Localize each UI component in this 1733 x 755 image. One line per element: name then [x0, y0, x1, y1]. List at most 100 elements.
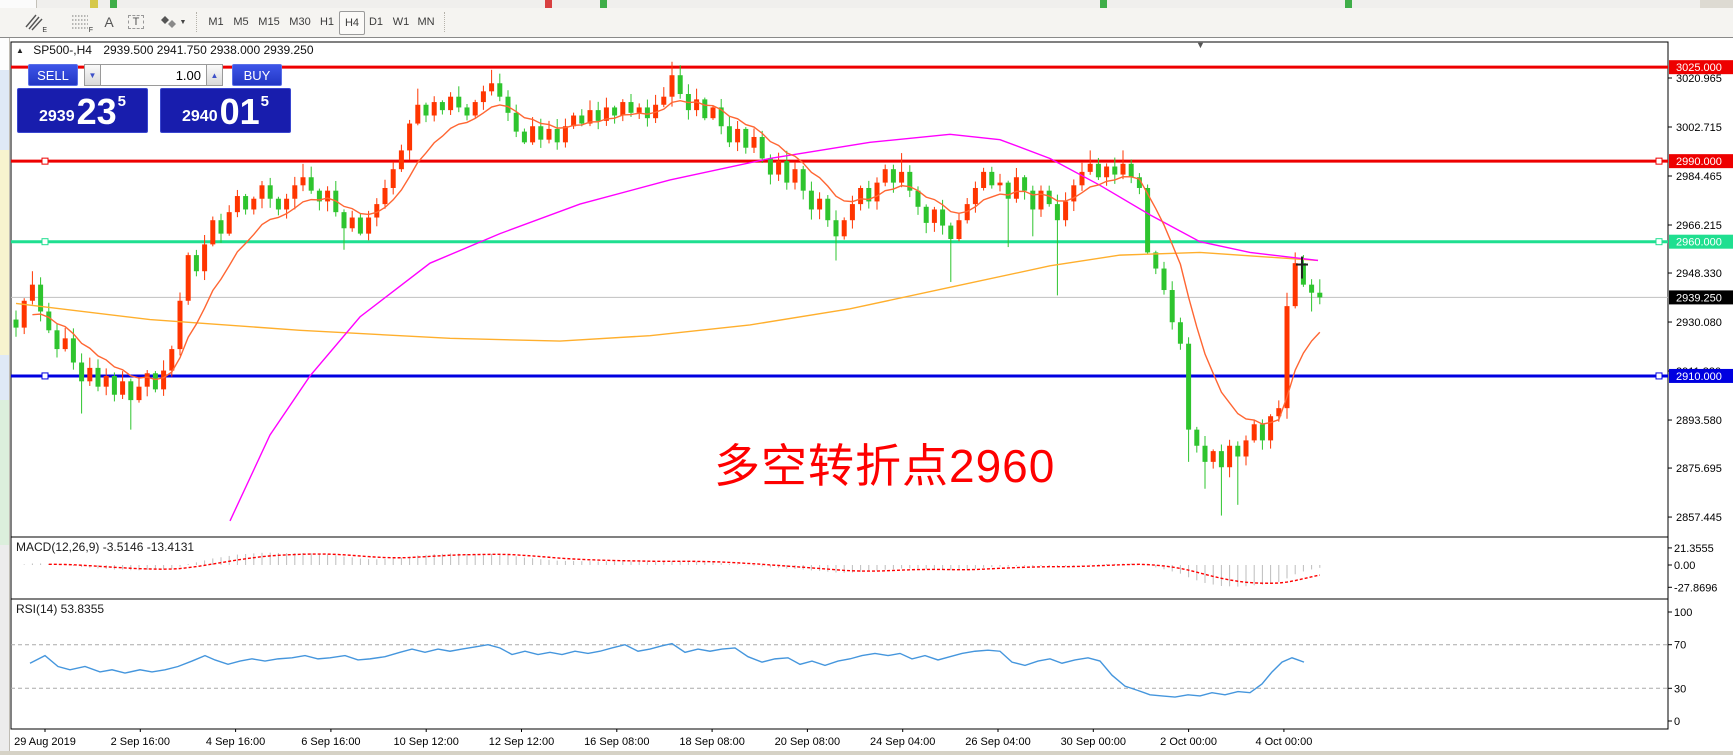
candle: [718, 107, 724, 127]
timeframe-button-m5[interactable]: M5: [233, 16, 249, 28]
text-label-icon[interactable]: A: [104, 14, 114, 30]
candle: [185, 255, 191, 301]
collapse-icon[interactable]: ▲: [16, 46, 24, 55]
candle: [62, 338, 68, 350]
candle: [210, 220, 216, 245]
candle: [407, 123, 413, 151]
textbox-icon[interactable]: T: [126, 11, 146, 33]
candle: [1276, 408, 1282, 417]
candle: [1104, 166, 1110, 178]
tool-letter-e: E: [42, 27, 47, 34]
candle: [874, 182, 880, 202]
candle: [177, 300, 183, 350]
spin-up-icon: ▲: [210, 70, 219, 80]
candle: [1095, 163, 1101, 178]
timeframe-button-h1[interactable]: H1: [319, 16, 335, 28]
line-handle[interactable]: [1655, 157, 1663, 165]
volume-increase-button[interactable]: ▲: [206, 64, 223, 86]
timeframe-button-m30[interactable]: M30: [289, 16, 311, 28]
line-handle[interactable]: [1655, 238, 1663, 246]
line-handle[interactable]: [41, 238, 49, 246]
bid-price-display[interactable]: 2939 23 5: [17, 88, 148, 133]
timeframe-button-m1[interactable]: M1: [208, 16, 224, 28]
candle: [398, 150, 404, 170]
y-axis-label: 2875.695: [1676, 463, 1722, 475]
bid-prefix: 2939: [39, 108, 75, 125]
candle: [1292, 263, 1298, 307]
bid-main-digits: 23: [76, 91, 117, 133]
rsi-line: [29, 642, 1305, 698]
line-handle[interactable]: [41, 157, 49, 165]
candle: [448, 96, 454, 111]
candle: [79, 362, 85, 382]
candle: [956, 220, 962, 240]
fragment: [1345, 0, 1352, 8]
volume-decrease-button[interactable]: ▼: [84, 64, 101, 86]
candle: [513, 112, 519, 132]
candle: [29, 284, 35, 301]
chart-text-annotation: 多空转折点2960: [714, 440, 1056, 492]
candle: [710, 107, 716, 119]
rsi-indicator-label: RSI(14) 53.8355: [16, 602, 105, 616]
candle: [1317, 292, 1323, 298]
scroll-indicator-icon[interactable]: ▼: [1196, 40, 1205, 50]
candle: [997, 182, 1003, 186]
candle: [1268, 416, 1274, 441]
candle: [726, 126, 732, 143]
fragment: [545, 0, 552, 8]
shapes-dropdown-icon[interactable]: ▼: [156, 11, 190, 33]
volume-input[interactable]: [101, 64, 206, 86]
timeframe-button-mn[interactable]: MN: [417, 16, 435, 28]
candle: [1227, 445, 1233, 468]
candle: [538, 126, 544, 140]
x-axis-label: 30 Sep 00:00: [1061, 736, 1126, 748]
candle: [1169, 290, 1175, 323]
line-handle[interactable]: [1655, 372, 1663, 380]
crosshair-channels-icon[interactable]: E: [22, 11, 47, 34]
price-badge: [1669, 290, 1733, 305]
buy-button[interactable]: BUY: [232, 64, 282, 86]
candle: [152, 373, 158, 390]
sell-button[interactable]: SELL: [28, 64, 78, 86]
top-window-fragments: [0, 0, 1733, 8]
window-edge-segment: [0, 70, 10, 150]
ask-price-display[interactable]: 2940 01 5: [160, 88, 291, 133]
candle: [972, 187, 978, 205]
candle: [234, 196, 240, 213]
candle: [546, 128, 552, 140]
timeframe-button-d1[interactable]: D1: [368, 16, 384, 28]
candle: [308, 177, 314, 191]
candle: [316, 190, 322, 202]
grid-icon[interactable]: F: [68, 11, 93, 34]
timeframe-button-w1[interactable]: W1: [392, 16, 410, 28]
candle: [259, 185, 265, 199]
timeframe-button-h4[interactable]: H4: [339, 11, 365, 35]
candle: [1202, 445, 1208, 462]
candle: [1235, 445, 1241, 457]
timeframe-button-m15[interactable]: M15: [258, 16, 280, 28]
candle: [218, 220, 224, 234]
rsi-scale-label: 30: [1674, 683, 1686, 695]
line-handle[interactable]: [41, 372, 49, 380]
candle: [669, 75, 675, 97]
candle: [1309, 284, 1315, 293]
window-edge-segment: [0, 400, 10, 545]
one-click-trading-panel: SELL ▼ ▲ BUY 2939 23 5 2940 01 5: [17, 64, 293, 133]
candle: [1079, 171, 1085, 186]
candle: [456, 96, 462, 108]
candle: [743, 128, 749, 148]
candle: [817, 198, 823, 210]
candle: [661, 96, 667, 105]
candle: [948, 225, 954, 240]
candle: [735, 128, 741, 143]
candle: [981, 171, 987, 188]
candle: [808, 190, 814, 210]
price-badge: [1669, 154, 1733, 169]
candle: [866, 187, 872, 202]
macd-scale-label: -27.8696: [1674, 582, 1717, 594]
candle: [825, 198, 831, 221]
fragment: [1700, 0, 1733, 8]
trade-panel-top-row: SELL ▼ ▲ BUY: [17, 64, 293, 86]
fragment: [0, 0, 37, 8]
